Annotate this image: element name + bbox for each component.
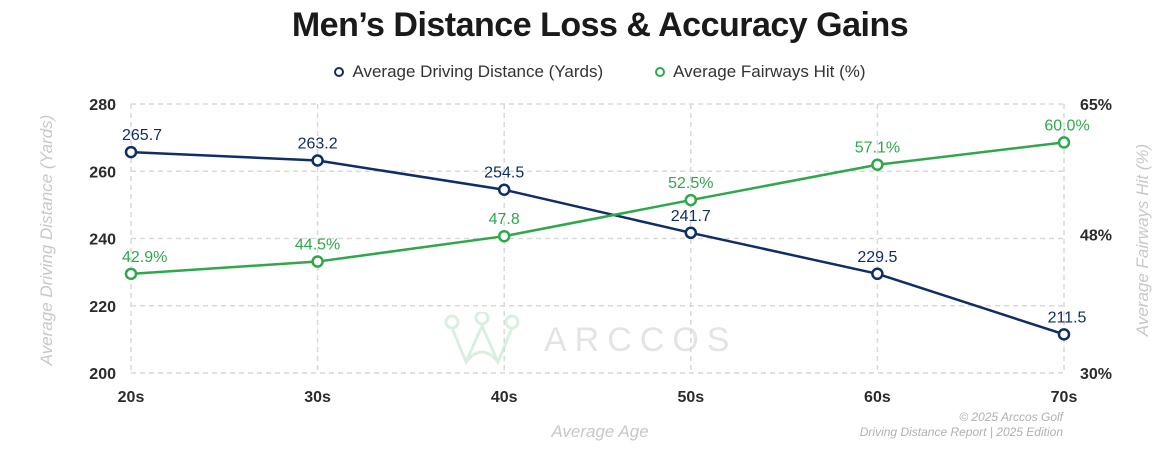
legend-label-distance: Average Driving Distance (Yards) <box>352 62 604 81</box>
series-line-distance <box>130 150 1065 336</box>
watermark: ARCCOS <box>442 312 737 368</box>
legend: Average Driving Distance (Yards) Average… <box>0 62 1166 82</box>
data-point-fairways <box>684 193 698 207</box>
data-label-distance: 265.7 <box>122 127 162 144</box>
data-point-distance <box>497 183 511 196</box>
data-label-fairways: 44.5% <box>295 237 340 254</box>
data-label-distance: 254.5 <box>484 165 524 182</box>
y2-tick-label: 48% <box>1080 228 1112 245</box>
y2-tick-label: 65% <box>1080 97 1112 114</box>
x-tick-label: 20s <box>118 389 145 406</box>
y-axis-title: Average Driving Distance (Yards) <box>37 115 56 367</box>
data-point-fairways <box>1057 136 1071 149</box>
y-tick-label: 240 <box>89 232 116 249</box>
data-label-distance: 241.7 <box>671 208 711 225</box>
y-tick-label: 220 <box>89 299 116 316</box>
credit-line-2: Driving Distance Report | 2025 Edition <box>859 425 1063 439</box>
data-point-fairways <box>311 255 324 268</box>
watermark-text: ARCCOS <box>544 320 738 359</box>
x-tick-label: 40s <box>491 389 518 406</box>
data-point-fairways <box>124 267 138 281</box>
data-point-distance <box>124 145 138 159</box>
legend-marker-distance <box>334 67 345 77</box>
y-tick-label: 200 <box>89 366 116 383</box>
watermark-crown-icon <box>444 312 520 366</box>
data-point-distance <box>871 267 884 281</box>
data-label-fairways: 47.8 <box>489 211 520 228</box>
legend-marker-fairways <box>655 67 666 77</box>
x-axis-title: Average Age <box>550 422 648 441</box>
credit: © 2025 Arccos Golf Driving Distance Repo… <box>860 410 1063 440</box>
data-point-distance <box>684 226 698 240</box>
y-tick-label: 260 <box>89 164 116 181</box>
credit-line-1: © 2025 Arccos Golf <box>959 410 1063 424</box>
x-tick-label: 30s <box>304 389 331 406</box>
x-tick-label: 70s <box>1051 389 1078 406</box>
data-label-fairways: 60.0% <box>1044 117 1089 134</box>
series-line-fairways <box>130 141 1065 276</box>
y-tick-label: 280 <box>89 97 116 114</box>
data-point-distance <box>311 154 324 167</box>
data-label-distance: 263.2 <box>298 135 338 152</box>
x-tick-label: 50s <box>677 389 704 406</box>
y2-axis-title: Average Fairways Hit (%) <box>1133 144 1152 337</box>
data-label-distance: 211.5 <box>1048 309 1087 326</box>
data-point-fairways <box>871 158 884 171</box>
data-point-distance <box>1057 328 1071 341</box>
y2-tick-label: 30% <box>1080 366 1112 383</box>
chart-title: Men’s Distance Loss & Accuracy Gains <box>291 6 909 44</box>
x-tick-label: 60s <box>864 389 891 406</box>
data-label-fairways: 52.5% <box>668 175 713 192</box>
legend-label-fairways: Average Fairways Hit (%) <box>673 62 866 81</box>
legend-item-fairways: Average Fairways Hit (%) <box>655 62 866 82</box>
data-label-fairways: 42.9% <box>122 249 167 266</box>
data-label-fairways: 57.1% <box>855 140 900 157</box>
legend-item-distance: Average Driving Distance (Yards) <box>334 62 603 82</box>
data-point-fairways <box>497 229 511 243</box>
data-label-distance: 229.5 <box>857 249 897 266</box>
